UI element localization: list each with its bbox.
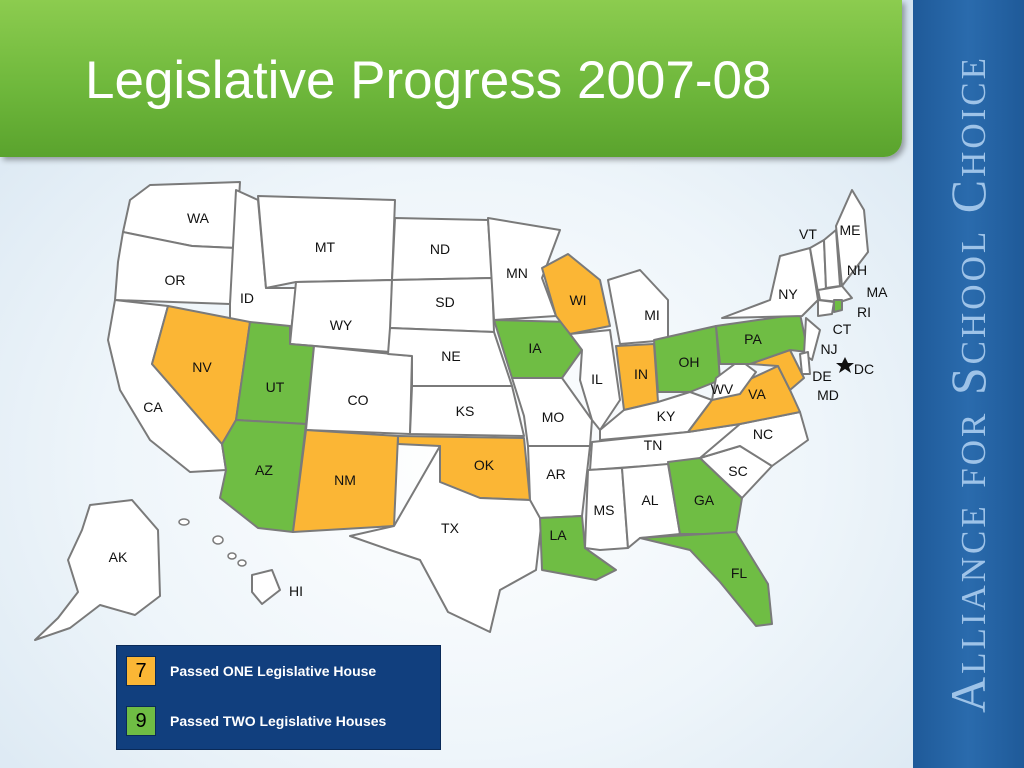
state-label-KS: KS: [456, 403, 475, 419]
state-label-AK: AK: [109, 549, 128, 565]
dc-star-icon: [836, 357, 854, 373]
state-label-FL: FL: [731, 565, 748, 581]
state-DE: [799, 351, 811, 375]
state-label-NE: NE: [441, 348, 460, 364]
state-label-WY: WY: [330, 317, 353, 333]
legend-label-one-house: Passed ONE Legislative House: [170, 663, 377, 679]
state-label-TX: TX: [441, 520, 460, 536]
state-NJ: [803, 317, 821, 361]
legend-item-two-houses: 9 Passed TWO Legislative Houses: [126, 706, 387, 736]
state-label-NV: NV: [192, 359, 212, 375]
state-label-OR: OR: [165, 272, 186, 288]
state-CT: [817, 299, 835, 317]
state-CO: [305, 345, 413, 435]
legend-item-one-house: 7 Passed ONE Legislative House: [126, 656, 377, 686]
state-label-MN: MN: [506, 265, 528, 281]
state-label-HI: HI: [289, 583, 303, 599]
state-label-MO: MO: [542, 409, 565, 425]
state-label-WV: WV: [711, 381, 734, 397]
state-label-CT: CT: [833, 321, 852, 337]
state-label-DE: DE: [812, 368, 831, 384]
state-label-IL: IL: [591, 371, 603, 387]
state-label-NM: NM: [334, 472, 356, 488]
page-title: Legislative Progress 2007-08: [85, 51, 772, 110]
state-label-MA: MA: [867, 284, 889, 300]
state-AR: [527, 445, 591, 519]
state-label-NJ: NJ: [820, 341, 837, 357]
state-MI: [607, 269, 669, 345]
state-label-NC: NC: [753, 426, 773, 442]
state-label-UT: UT: [266, 379, 285, 395]
state-AK: [34, 499, 161, 641]
state-label-TN: TN: [644, 437, 663, 453]
legend-count-one-house: 7: [126, 656, 156, 686]
state-label-VA: VA: [748, 386, 766, 402]
state-label-VT: VT: [799, 226, 817, 242]
state-FL: [639, 531, 773, 627]
state-label-ID: ID: [240, 290, 254, 306]
legend-count-two-houses: 9: [126, 706, 156, 736]
legend: 7 Passed ONE Legislative House 9 Passed …: [116, 645, 441, 750]
hawaii-islands: [178, 518, 247, 567]
state-LA: [539, 515, 617, 581]
state-OH: [653, 325, 721, 393]
state-label-ND: ND: [430, 241, 450, 257]
state-label-OH: OH: [679, 354, 700, 370]
brand-logo-text: Alliance for School Choice: [940, 54, 996, 714]
state-label-IA: IA: [528, 340, 542, 356]
state-label-SD: SD: [435, 294, 454, 310]
state-WY: [289, 279, 393, 353]
state-label-AL: AL: [641, 492, 658, 508]
state-label-PA: PA: [744, 331, 762, 347]
state-labels: WA OR CA ID NV MT WY UT AZ CO NM ND SD NE KS OK TX MN IA MO…: [109, 210, 889, 599]
state-label-WI: WI: [569, 292, 586, 308]
state-label-DC: DC: [854, 361, 874, 377]
state-label-NH: NH: [847, 262, 867, 278]
state-GA: [667, 457, 743, 535]
state-label-NY: NY: [778, 286, 798, 302]
state-WI: [541, 253, 611, 335]
state-MA: [817, 285, 853, 303]
state-label-SC: SC: [728, 463, 747, 479]
title-banner: Legislative Progress 2007-08: [0, 0, 902, 157]
state-MN: [487, 217, 561, 321]
state-label-OK: OK: [474, 457, 495, 473]
brand-sidebar: [913, 0, 1024, 768]
state-RI: [833, 299, 843, 313]
state-TX: [349, 445, 543, 633]
state-label-IN: IN: [634, 366, 648, 382]
state-KS: [409, 385, 525, 437]
state-IL: [569, 329, 621, 431]
state-label-CA: CA: [143, 399, 163, 415]
state-ME: [835, 189, 869, 287]
state-label-ME: ME: [840, 222, 861, 238]
state-label-WA: WA: [187, 210, 210, 226]
state-label-CO: CO: [348, 392, 369, 408]
state-label-MI: MI: [644, 307, 660, 323]
us-map: WA OR CA ID NV MT WY UT AZ CO NM ND SD NE KS OK TX MN IA MO…: [34, 181, 889, 641]
state-label-AR: AR: [546, 466, 565, 482]
state-label-MD: MD: [817, 387, 839, 403]
state-label-AZ: AZ: [255, 462, 273, 478]
state-IA: [493, 319, 583, 379]
state-label-GA: GA: [694, 492, 715, 508]
state-HI: [251, 569, 281, 605]
state-label-MS: MS: [594, 502, 615, 518]
state-label-MT: MT: [315, 239, 336, 255]
state-NY: [721, 247, 819, 319]
state-label-KY: KY: [657, 408, 676, 424]
legend-label-two-houses: Passed TWO Legislative Houses: [170, 713, 387, 729]
state-label-RI: RI: [857, 304, 871, 320]
state-MS: [584, 467, 629, 551]
state-label-LA: LA: [549, 527, 567, 543]
